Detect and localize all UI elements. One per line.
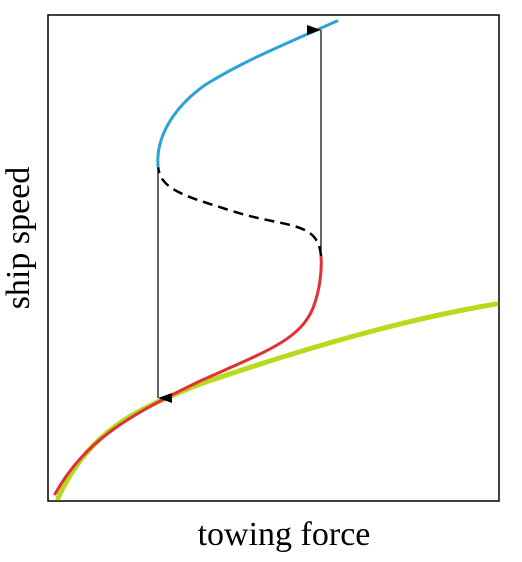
x-axis-label: towing force: [198, 516, 371, 553]
plot-frame: [47, 14, 500, 502]
blue-curve: [156, 19, 339, 168]
dashed-curve: [156, 165, 323, 257]
green-curve: [55, 301, 499, 501]
y-axis-label: ship speed: [0, 167, 37, 310]
red-curve: [53, 254, 323, 496]
